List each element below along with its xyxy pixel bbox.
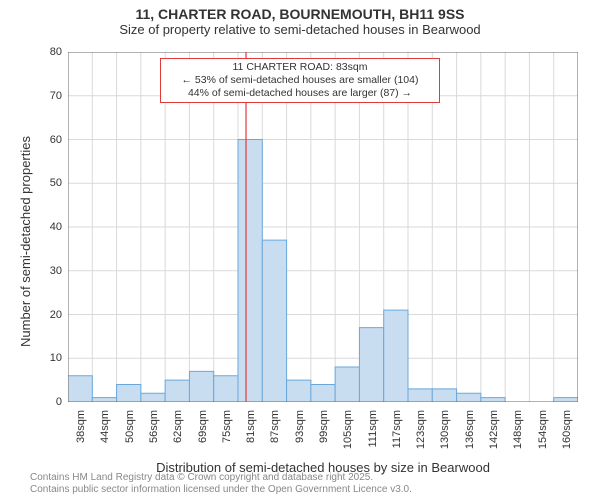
- x-tick-label: 142sqm: [488, 410, 500, 449]
- x-tick-label: 117sqm: [391, 410, 403, 448]
- x-tick-label: 160sqm: [561, 410, 573, 449]
- chart-title: 11, CHARTER ROAD, BOURNEMOUTH, BH11 9SS: [0, 0, 600, 22]
- annotation-line-1: 11 CHARTER ROAD: 83sqm: [167, 61, 433, 74]
- y-tick-label: 80: [36, 46, 62, 58]
- x-tick-label: 154sqm: [537, 410, 549, 449]
- footer-line-2: Contains public sector information licen…: [30, 484, 412, 496]
- y-tick-label: 40: [36, 221, 62, 233]
- chart-container: 11, CHARTER ROAD, BOURNEMOUTH, BH11 9SS …: [0, 0, 600, 500]
- y-tick-label: 20: [36, 309, 62, 321]
- x-tick-label: 69sqm: [197, 410, 209, 443]
- annotation-box: 11 CHARTER ROAD: 83sqm ← 53% of semi-det…: [160, 58, 440, 103]
- x-tick-label: 62sqm: [172, 410, 184, 443]
- x-tick-label: 87sqm: [269, 410, 281, 443]
- x-tick-label: 81sqm: [245, 410, 257, 443]
- x-tick-label: 99sqm: [318, 410, 330, 443]
- x-tick-label: 105sqm: [342, 410, 354, 449]
- y-tick-label: 50: [36, 177, 62, 189]
- y-tick-label: 0: [36, 396, 62, 408]
- x-tick-label: 111sqm: [367, 410, 379, 448]
- y-tick-label: 60: [36, 134, 62, 146]
- y-tick-label: 10: [36, 352, 62, 364]
- x-tick-label: 148sqm: [512, 410, 524, 449]
- x-tick-label: 136sqm: [464, 410, 476, 449]
- x-tick-label: 50sqm: [124, 410, 136, 443]
- x-tick-label: 38sqm: [75, 410, 87, 443]
- annotation-line-3: 44% of semi-detached houses are larger (…: [167, 87, 433, 100]
- plot-area: [68, 52, 578, 402]
- footer-attribution: Contains HM Land Registry data © Crown c…: [30, 472, 412, 496]
- y-tick-label: 70: [36, 90, 62, 102]
- x-tick-label: 123sqm: [415, 410, 427, 449]
- x-tick-label: 44sqm: [99, 410, 111, 443]
- histogram-svg: [68, 52, 578, 402]
- x-tick-label: 75sqm: [221, 410, 233, 443]
- annotation-line-2: ← 53% of semi-detached houses are smalle…: [167, 74, 433, 87]
- x-tick-label: 93sqm: [294, 410, 306, 443]
- x-tick-label: 130sqm: [439, 410, 451, 449]
- footer-line-1: Contains HM Land Registry data © Crown c…: [30, 472, 412, 484]
- y-tick-label: 30: [36, 265, 62, 277]
- chart-subtitle: Size of property relative to semi-detach…: [0, 22, 600, 41]
- y-axis-label: Number of semi-detached properties: [18, 136, 33, 347]
- x-tick-label: 56sqm: [148, 410, 160, 443]
